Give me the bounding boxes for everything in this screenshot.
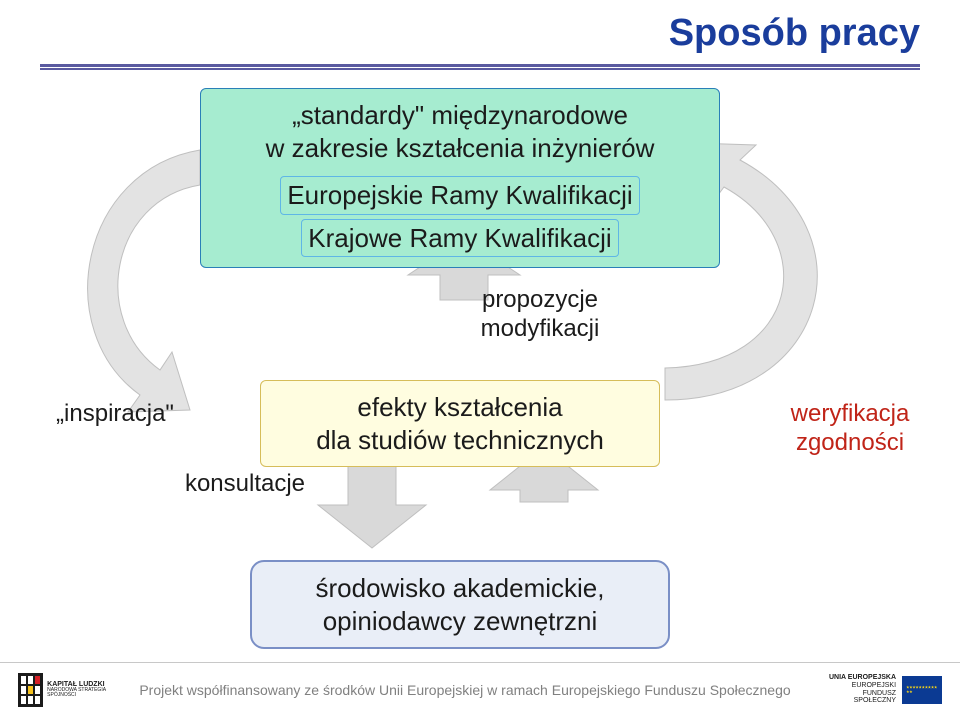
curved-arrow-left (88, 150, 200, 412)
frameworks-line1: „standardy" międzynarodowe (219, 99, 701, 132)
eu-flag-icon (902, 676, 942, 704)
env-line2: opiniodawcy zewnętrzni (270, 605, 650, 638)
footer: KAPITAŁ LUDZKI NARODOWA STRATEGIA SPÓJNO… (0, 662, 960, 716)
label-verification-l2: zgodności (796, 429, 904, 456)
logo-eu-line2: EUROPEJSKI (822, 682, 896, 690)
label-proposals: propozycje modyfikacji (430, 286, 650, 344)
label-verification: weryfikacja zgodności (770, 400, 930, 458)
label-proposals-l1: propozycje (482, 286, 598, 313)
logo-eu-line1: UNIA EUROPEJSKA (822, 674, 896, 682)
frameworks-sub1: Europejskie Ramy Kwalifikacji (280, 176, 639, 215)
title-rule (40, 64, 920, 70)
label-verification-l1: weryfikacja (791, 400, 910, 427)
label-proposals-l2: modyfikacji (481, 315, 600, 342)
block-arrow-down-left (318, 460, 426, 548)
frameworks-line2: w zakresie kształcenia inżynierów (219, 132, 701, 165)
logo-eu: UNIA EUROPEJSKA EUROPEJSKI FUNDUSZ SPOŁE… (822, 671, 942, 709)
logo-kl-line2: NARODOWA STRATEGIA SPÓJNOŚCI (47, 688, 108, 699)
effects-box: efekty kształcenia dla studiów techniczn… (260, 380, 660, 467)
effects-line1: efekty kształcenia (279, 391, 641, 424)
footer-text: Projekt współfinansowany ze środków Unii… (122, 682, 808, 698)
slide: Sposób pracy „standardy" międzynarodowe … (0, 0, 960, 716)
title-wrap: Sposób pracy (669, 12, 920, 55)
env-line1: środowisko akademickie, (270, 572, 650, 605)
frameworks-box: „standardy" międzynarodowe w zakresie ks… (200, 88, 720, 268)
env-box: środowisko akademickie, opiniodawcy zewn… (250, 560, 670, 649)
logo-eu-line3: FUNDUSZ SPOŁECZNY (822, 690, 896, 705)
label-inspiration: „inspiracja" (40, 400, 190, 429)
page-title: Sposób pracy (669, 12, 920, 55)
frameworks-sub2: Krajowe Ramy Kwalifikacji (301, 219, 618, 258)
logo-kl-icon (18, 673, 43, 707)
effects-line2: dla studiów technicznych (279, 424, 641, 457)
logo-kapital-ludzki: KAPITAŁ LUDZKI NARODOWA STRATEGIA SPÓJNO… (18, 671, 108, 709)
label-consultations: konsultacje (170, 470, 320, 499)
